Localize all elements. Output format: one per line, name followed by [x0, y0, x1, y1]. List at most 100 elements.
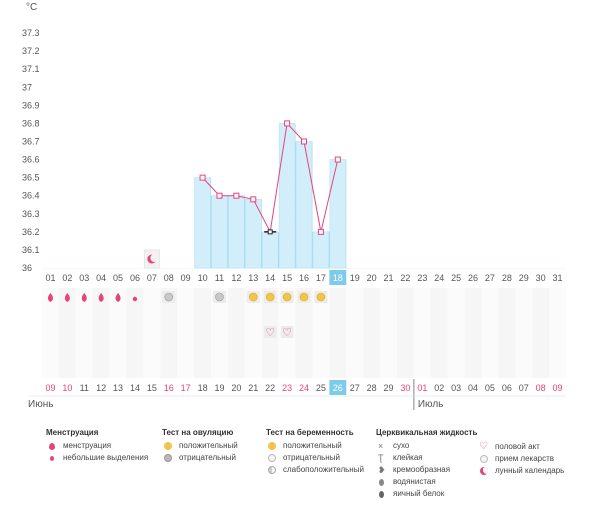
empty-day-area: [549, 24, 567, 268]
date-label: 23: [282, 383, 292, 393]
cycle-day-label: 25: [451, 273, 461, 283]
date-label: 08: [536, 383, 546, 393]
temperature-bar: [211, 195, 228, 269]
empty-day-area: [532, 24, 550, 268]
empty-day-area: [160, 24, 178, 268]
symbol-column: [464, 288, 482, 378]
date-label: 15: [147, 383, 157, 393]
date-label: 09: [45, 383, 55, 393]
y-tick-label: 36.2: [22, 227, 40, 237]
symbol-column: [109, 288, 127, 378]
intercourse-cell: [280, 326, 294, 338]
sticky-icon: Ţ: [378, 453, 384, 463]
empty-day-area: [464, 24, 482, 268]
symbol-column: [346, 288, 364, 378]
empty-day-area: [498, 24, 516, 268]
date-label: 10: [62, 383, 72, 393]
above-bar-area: [278, 24, 297, 124]
cycle-day-label: 20: [367, 273, 377, 283]
empty-day-area: [380, 24, 398, 268]
date-label: 26: [333, 383, 343, 393]
legend-item-sticky: Ţ клейкая: [376, 452, 477, 464]
menstruation-drop-icon: [81, 293, 87, 302]
y-tick-label: 36: [22, 263, 32, 273]
white-circle-icon: [266, 453, 278, 463]
cycle-day-label: 05: [113, 273, 123, 283]
cycle-day-label: 18: [333, 273, 343, 283]
cycle-day-label: 23: [417, 273, 427, 283]
date-label: 07: [519, 383, 529, 393]
empty-day-area: [515, 24, 533, 268]
symbol-column: [75, 288, 93, 378]
legend-label: кремообразная: [393, 465, 451, 474]
heart-icon: ♡: [479, 441, 488, 452]
cycle-day-label: 12: [231, 273, 241, 283]
date-label: 22: [265, 383, 275, 393]
temperature-point: [267, 229, 273, 235]
above-bar-area: [329, 24, 347, 160]
date-label: 21: [248, 383, 258, 393]
above-bar-area: [194, 24, 212, 178]
legend-label: менструация: [63, 441, 112, 450]
cycle-day-label: 27: [485, 273, 495, 283]
empty-day-area: [75, 24, 94, 268]
symbol-column: [498, 288, 516, 378]
menstruation-drop-icon: [64, 293, 70, 302]
cycle-day-label: 24: [434, 273, 444, 283]
cycle-day-label: 08: [164, 273, 174, 283]
temperature-point: [199, 174, 206, 181]
temperature-bar: [329, 159, 347, 269]
symbol-column: [329, 288, 347, 378]
cycle-day-label: 22: [400, 273, 410, 283]
cycle-day-label: 03: [79, 273, 89, 283]
sun-icon: [265, 292, 275, 302]
y-tick-label: 36.5: [22, 173, 40, 183]
legend-item-egg-white: яичный белок: [376, 488, 477, 500]
symbol-column: [430, 288, 448, 378]
symbol-column: [42, 288, 59, 378]
month-label: Июнь: [28, 399, 53, 410]
empty-day-area: [92, 24, 111, 268]
above-bar-area: [211, 24, 229, 196]
symbol-column: [532, 288, 550, 378]
cycle-day-label: 11: [215, 273, 224, 283]
symbol-column: [447, 288, 465, 378]
temperature-point: [250, 196, 257, 203]
cycle-day-label: 06: [130, 273, 140, 283]
legend-pregnancy: Тест на беременность положительный отриц…: [266, 428, 364, 476]
symbol-column: [515, 288, 533, 378]
temperature-bar: [261, 231, 279, 269]
symbol-column: [481, 288, 499, 378]
cycle-day-label: 26: [468, 273, 478, 283]
legend-item-ovulation-negative: отрицательный: [162, 452, 238, 464]
y-tick-label: 37: [22, 82, 32, 92]
cycle-day-label: 30: [536, 273, 546, 283]
grey-circle-icon: [215, 292, 224, 302]
symbol-column: [380, 288, 397, 378]
above-bar-area: [227, 24, 246, 196]
symbol-column: [244, 288, 262, 378]
heart-icon: ♡: [282, 326, 292, 339]
date-label: 19: [214, 383, 224, 393]
cycle-day-label: 10: [198, 273, 208, 283]
symbol-column: [211, 288, 228, 378]
legend-cervical-title: Церквикальная жидкость: [376, 428, 478, 437]
symbol-column: [194, 288, 212, 378]
legend-label: прием лекарств: [495, 454, 555, 463]
date-label: 25: [316, 383, 326, 393]
date-label: 18: [198, 383, 208, 393]
legend-item-watery: водянистая: [376, 476, 477, 488]
temperature-point: [334, 156, 341, 163]
legend-item-creamy: ❥ кремообразная: [376, 464, 477, 476]
cycle-day-label: 04: [96, 273, 106, 283]
grey-circle-icon: [164, 292, 174, 302]
cycle-day-label: 28: [502, 273, 512, 283]
legend-label: клейкая: [393, 453, 423, 462]
spotting-drop-icon: [132, 296, 138, 302]
date-label: 28: [367, 383, 377, 393]
symbol-column: [363, 288, 381, 378]
sun-icon: [266, 441, 278, 451]
cycle-day-label: 19: [350, 273, 360, 283]
legend-label: водянистая: [393, 477, 436, 486]
date-label: 09: [553, 383, 563, 393]
